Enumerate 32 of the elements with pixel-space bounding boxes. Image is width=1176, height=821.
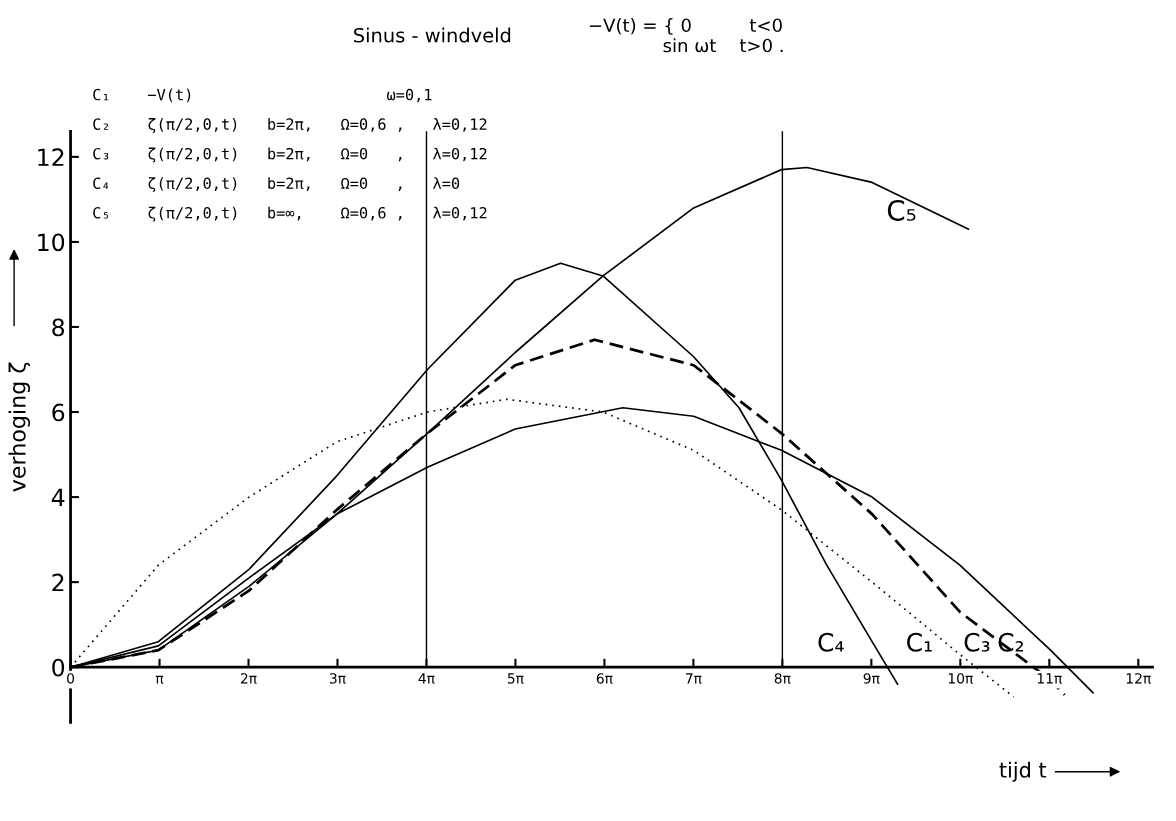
series-label: C₁ [907, 632, 932, 652]
series-label: C₂ [998, 632, 1024, 652]
y-tick-label: 10 [38, 233, 65, 252]
x-tick-label: 12π [1126, 673, 1151, 684]
y-tick-label: 6 [52, 403, 65, 422]
chart-subtitle: −V(t) = { 0 t<0 sin ωt t>0 . [589, 18, 783, 53]
y-tick-label: 8 [52, 318, 65, 337]
series-label: C₄ [818, 632, 844, 652]
x-axis-title: tijd t [999, 761, 1047, 782]
text: C₁ −V(t) ω=0,1 [93, 88, 432, 103]
annotation: C₂ ζ(π/2,0,t) b=2π, Ω=0,6 , λ=0,12 [93, 118, 487, 133]
x-tick-label: 10π [948, 673, 973, 684]
series-label: C₃ [964, 632, 990, 652]
x-tick-label: 7π [685, 673, 702, 684]
x-tick-label: 6π [596, 673, 613, 684]
x-tick-label: 8π [774, 673, 791, 684]
y-tick-label: 12 [38, 148, 64, 166]
y-tick-label: 2 [52, 573, 64, 592]
x-tick-label: π [155, 675, 164, 684]
annotation: C₅ ζ(π/2,0,t) b=∞, Ω=0,6 , λ=0,12 [93, 206, 487, 222]
y-axis-title: verhoging ζ [8, 362, 31, 492]
x-tick-label: 9π [863, 673, 880, 684]
x-tick-label: 3π [329, 673, 346, 684]
annotation: C₄ ζ(π/2,0,t) b=2π, Ω=0 , λ=0 [93, 177, 460, 192]
annotation: C₃ ζ(π/2,0,t) b=2π, Ω=0 , λ=0,12 [93, 147, 487, 163]
chart-title: Sinus - windveld [354, 27, 511, 43]
x-tick-label: 0 [67, 673, 75, 684]
x-tick-label: 2π [240, 673, 257, 684]
y-tick-label: 4 [51, 488, 65, 507]
x-tick-label: 4π [418, 673, 435, 684]
x-tick-label: 5π [507, 673, 524, 684]
series-label: C₅ [887, 199, 916, 221]
